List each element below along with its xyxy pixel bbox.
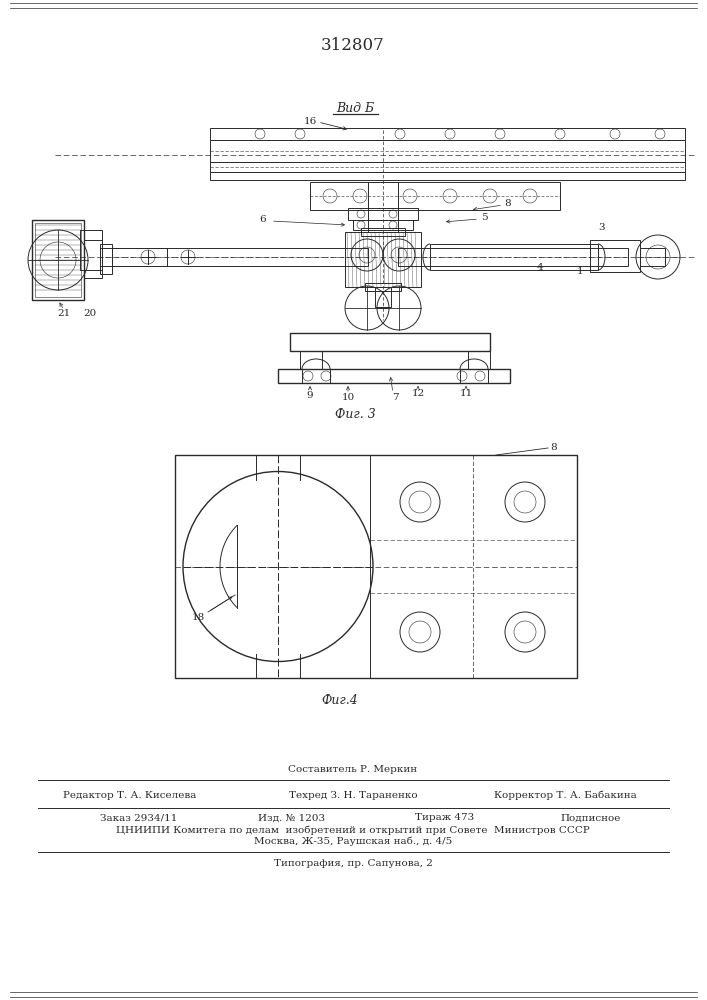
Bar [32, 220, 84, 300]
Text: Составитель Р. Меркин: Составитель Р. Меркин [288, 766, 418, 774]
Text: 9: 9 [307, 390, 313, 399]
Bar [100, 244, 112, 274]
Bar [35, 223, 81, 297]
Text: 21: 21 [57, 308, 71, 318]
Text: 7: 7 [392, 392, 398, 401]
Text: Москва, Ж-35, Раушская наб., д. 4/5: Москва, Ж-35, Раушская наб., д. 4/5 [254, 836, 452, 846]
Bar [210, 140, 685, 162]
Bar [84, 240, 102, 278]
Text: Подписное: Подписное [560, 814, 620, 822]
Bar [375, 287, 391, 307]
Text: 16: 16 [303, 117, 317, 126]
Text: Фиг.4: Фиг.4 [322, 694, 358, 706]
Bar [310, 182, 560, 210]
Bar [80, 230, 102, 270]
Text: Фиг. 3: Фиг. 3 [334, 408, 375, 422]
Bar [430, 244, 598, 270]
Bar [300, 351, 322, 369]
Text: 11: 11 [460, 388, 472, 397]
Text: 3: 3 [599, 224, 605, 232]
Bar [640, 248, 665, 266]
Text: 4: 4 [537, 263, 543, 272]
Bar [100, 248, 368, 266]
Text: 10: 10 [341, 392, 355, 401]
Bar [398, 248, 628, 266]
Text: 12: 12 [411, 388, 425, 397]
Bar [210, 172, 685, 180]
Bar [112, 248, 167, 266]
Text: Техред З. Н. Тараненко: Техред З. Н. Тараненко [288, 790, 417, 800]
Text: 5: 5 [481, 214, 487, 223]
Text: Вид Б: Вид Б [336, 102, 374, 114]
Text: 6: 6 [259, 216, 267, 225]
Text: 1: 1 [577, 267, 583, 276]
Bar [210, 162, 685, 172]
Text: Редактор Т. А. Киселева: Редактор Т. А. Киселева [64, 790, 197, 800]
Bar [468, 351, 490, 369]
Text: Изд. № 1203: Изд. № 1203 [258, 814, 325, 822]
Bar [368, 182, 398, 232]
Text: Заказ 2934/11: Заказ 2934/11 [100, 814, 177, 822]
Bar [590, 240, 640, 272]
Bar [278, 369, 510, 383]
Text: 8: 8 [505, 198, 511, 208]
Bar [290, 333, 490, 351]
Text: 18: 18 [192, 613, 204, 622]
Text: 8: 8 [551, 444, 557, 452]
Text: ЦНИИПИ Комитега по делам  изобретений и открытий при Совете  Министров СССР: ЦНИИПИ Комитега по делам изобретений и о… [116, 825, 590, 835]
Text: Тираж 473: Тираж 473 [415, 814, 474, 822]
Text: Корректор Т. А. Бабакина: Корректор Т. А. Бабакина [493, 790, 636, 800]
Text: 312807: 312807 [321, 36, 385, 53]
Text: Типография, пр. Сапунова, 2: Типография, пр. Сапунова, 2 [274, 859, 433, 868]
Bar [353, 220, 413, 230]
Bar [210, 128, 685, 140]
Bar [345, 232, 421, 287]
Bar [175, 455, 577, 678]
Text: 20: 20 [83, 308, 97, 318]
Bar [361, 228, 405, 236]
Bar [365, 283, 401, 291]
Bar [348, 208, 418, 220]
